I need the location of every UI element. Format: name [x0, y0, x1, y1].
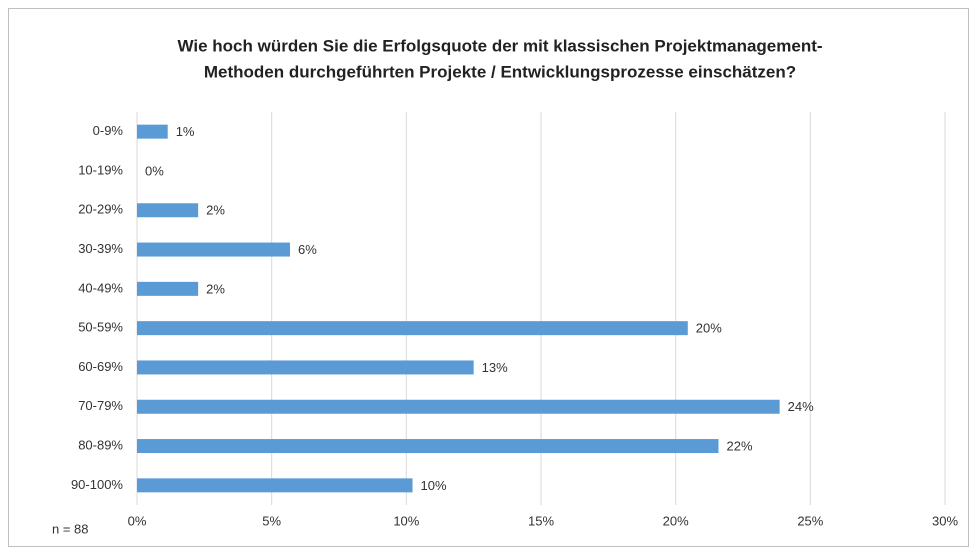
y-tick-label: 30-39% — [78, 241, 123, 256]
y-tick-label: 20-29% — [78, 202, 123, 217]
y-tick-label: 70-79% — [78, 398, 123, 413]
x-tick-label: 30% — [932, 513, 958, 528]
bar — [137, 399, 780, 414]
y-tick-label: 50-59% — [78, 320, 123, 335]
data-label: 10% — [421, 478, 447, 493]
bar — [137, 439, 719, 454]
chart-frame — [8, 8, 969, 547]
annotation: n = 88 — [52, 521, 89, 536]
x-tick-label: 20% — [663, 513, 689, 528]
data-label: 22% — [726, 438, 752, 453]
x-tick-label: 10% — [393, 513, 419, 528]
data-label: 0% — [145, 163, 164, 178]
data-label: 1% — [176, 124, 195, 139]
bar — [137, 203, 199, 218]
chart-title: Wie hoch würden Sie die Erfolgsquote der… — [177, 36, 822, 55]
x-tick-label: 0% — [128, 513, 147, 528]
data-label: 24% — [788, 399, 814, 414]
bar — [137, 242, 290, 257]
data-label: 6% — [298, 242, 317, 257]
bar — [137, 321, 688, 336]
y-tick-label: 10-19% — [78, 162, 123, 177]
data-label: 2% — [206, 281, 225, 296]
y-tick-label: 80-89% — [78, 437, 123, 452]
y-tick-label: 60-69% — [78, 359, 123, 374]
data-label: 2% — [206, 203, 225, 218]
data-label: 20% — [696, 321, 722, 336]
y-tick-label: 40-49% — [78, 280, 123, 295]
bar — [137, 478, 413, 493]
bar — [137, 360, 474, 375]
y-tick-label: 0-9% — [93, 123, 124, 138]
y-tick-label: 90-100% — [71, 477, 123, 492]
chart-title: Methoden durchgeführten Projekte / Entwi… — [204, 62, 796, 81]
x-tick-label: 15% — [528, 513, 554, 528]
x-tick-label: 25% — [797, 513, 823, 528]
x-tick-label: 5% — [262, 513, 281, 528]
bar — [137, 281, 199, 296]
data-label: 13% — [482, 360, 508, 375]
bar — [137, 124, 168, 139]
